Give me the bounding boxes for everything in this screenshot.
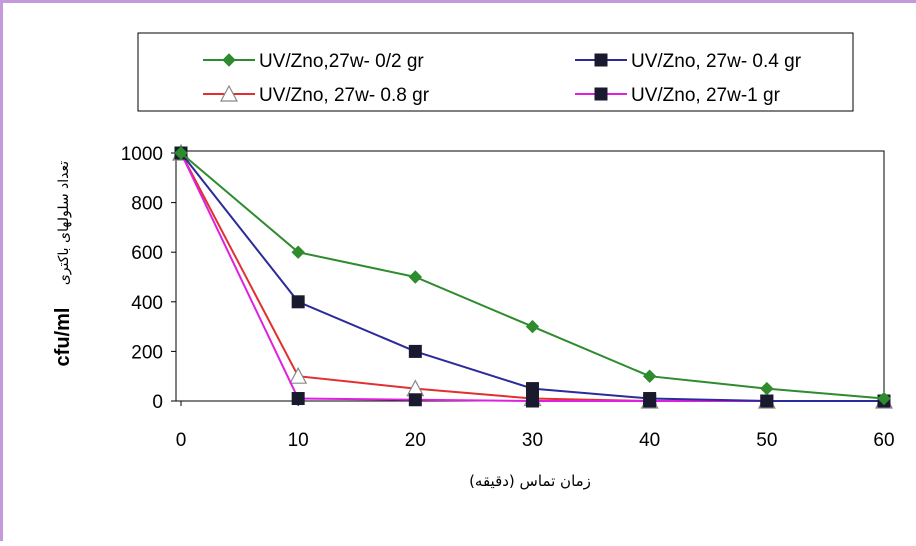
y-tick-label: 0 xyxy=(152,392,163,413)
y-tick-label: 600 xyxy=(131,243,163,264)
data-point xyxy=(408,393,422,407)
series-group xyxy=(172,143,893,409)
data-point xyxy=(525,319,540,334)
data-point xyxy=(526,382,539,396)
x-tick-label: 0 xyxy=(176,430,187,451)
legend-label: UV/Zno, 27w- 0.8 gr xyxy=(259,85,430,106)
x-tick-label: 10 xyxy=(288,430,309,451)
x-axis-label: زمان تماس (دقیقه) xyxy=(469,472,591,490)
data-point xyxy=(291,245,305,259)
line-chart: UV/Zno,27w- 0/2 gr UV/Zno, 27w- 0.4 gr UV/… xyxy=(52,32,895,490)
data-point xyxy=(877,391,891,406)
data-point xyxy=(291,392,305,406)
data-point xyxy=(760,394,774,408)
legend: UV/Zno,27w- 0/2 gr UV/Zno, 27w- 0.4 gr UV/… xyxy=(203,51,802,106)
plot-area xyxy=(175,150,885,402)
legend-marker xyxy=(594,87,608,101)
y-tick-label: 800 xyxy=(131,194,163,215)
data-point xyxy=(408,344,422,358)
x-tick-label: 50 xyxy=(756,430,777,451)
legend-box xyxy=(137,32,854,112)
legend-item: UV/Zno, 27w- 0.8 gr xyxy=(203,84,430,106)
legend-item: UV/Zno,27w- 0/2 gr xyxy=(203,51,424,72)
data-point xyxy=(289,366,308,384)
legend-marker xyxy=(594,53,608,67)
data-point xyxy=(291,295,305,309)
x-tick-label: 20 xyxy=(405,430,426,451)
x-tick-label: 40 xyxy=(639,430,660,451)
legend-item: UV/Zno, 27w-1 gr xyxy=(575,85,781,106)
data-point xyxy=(760,381,774,396)
data-point xyxy=(174,146,188,160)
y-tick-label: 400 xyxy=(131,293,163,314)
legend-label: UV/Zno, 27w-1 gr xyxy=(631,85,781,106)
legend-marker xyxy=(222,53,236,67)
x-axis: 0 10 20 30 40 50 60 xyxy=(176,401,895,451)
y-axis-label: تعداد سلولهای باکتری xyxy=(56,161,72,285)
y-axis-unit-label: cfu/ml xyxy=(52,308,74,367)
data-point xyxy=(643,392,657,406)
y-axis: 0 200 400 600 800 1000 xyxy=(121,144,176,413)
data-point xyxy=(642,369,657,383)
series-1 xyxy=(174,146,891,406)
legend-label: UV/Zno,27w- 0/2 gr xyxy=(259,51,424,72)
data-point xyxy=(408,270,423,284)
y-tick-label: 1000 xyxy=(121,144,163,165)
x-tick-label: 60 xyxy=(873,430,894,451)
x-tick-label: 30 xyxy=(522,430,543,451)
y-tick-label: 200 xyxy=(131,342,163,363)
legend-label: UV/Zno, 27w- 0.4 gr xyxy=(631,51,802,72)
legend-item: UV/Zno, 27w- 0.4 gr xyxy=(575,51,802,72)
data-point xyxy=(526,394,539,408)
legend-marker xyxy=(220,84,238,102)
